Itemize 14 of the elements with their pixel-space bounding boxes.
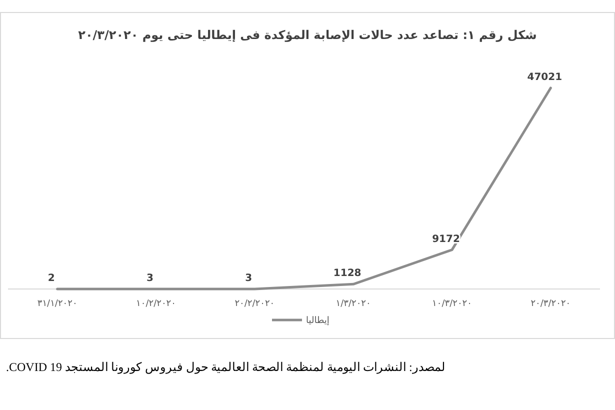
annotation: لمصدر: النشرات اليومية لمنظمة الصحة العالمية حول فيروس كورونا المستجد COVID 19. [6,360,446,375]
x-tick-label: ٣١/١/٢٠٢٠ [37,299,78,309]
x-tick-label: ١٠/٢/٢٠٢٠ [136,299,176,309]
x-tick-label: ٢٠/٣/٢٠٢٠ [530,299,571,309]
data-label: 1128 [333,268,362,280]
data-label: 3 [146,272,154,284]
x-tick-label: ٢٠/٢/٢٠٢٠ [234,299,275,309]
legend-label: إيطاليا [306,316,330,326]
title: شكل رقم ١: تصاعد عدد حالات الإصابة المؤكدة فى إيطاليا حتى يوم ٢٠/٣/٢٠٢٠ [77,28,538,42]
x-tick-label: ١/٣/٢٠٢٠ [336,299,371,309]
x-tick-label: ١٠/٣/٢٠٢٠ [432,299,472,309]
data-label: 3 [245,272,252,284]
data-label: 47021 [527,72,562,83]
data-label: 2 [48,272,55,284]
